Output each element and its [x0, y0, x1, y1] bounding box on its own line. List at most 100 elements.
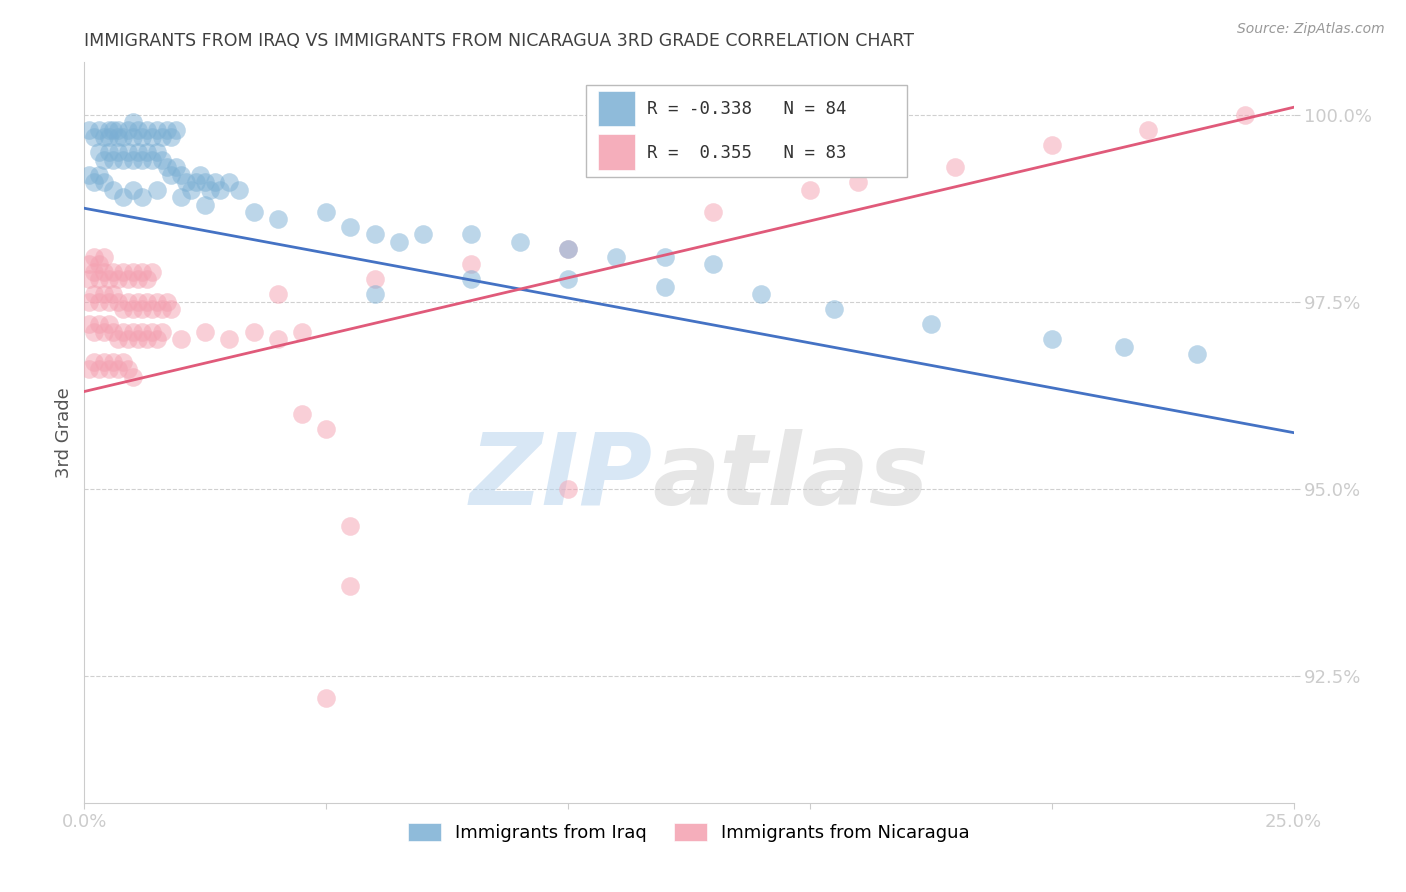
Point	[509, 235, 531, 249]
Point	[93, 130, 115, 145]
Point	[77, 317, 100, 331]
Point	[141, 302, 163, 317]
Point	[150, 325, 173, 339]
Point	[93, 250, 115, 264]
Point	[412, 227, 434, 242]
Point	[136, 122, 159, 136]
Point	[127, 294, 149, 309]
Point	[557, 243, 579, 257]
Point	[83, 175, 105, 189]
Point	[228, 183, 250, 197]
Point	[141, 153, 163, 167]
Point	[117, 272, 139, 286]
Point	[117, 122, 139, 136]
Point	[77, 122, 100, 136]
Point	[127, 272, 149, 286]
Point	[83, 250, 105, 264]
Point	[146, 332, 169, 346]
Point	[117, 145, 139, 160]
Point	[1137, 122, 1160, 136]
Point	[141, 130, 163, 145]
Point	[799, 183, 821, 197]
Point	[155, 294, 177, 309]
Point	[97, 145, 120, 160]
Point	[121, 130, 143, 145]
Text: Source: ZipAtlas.com: Source: ZipAtlas.com	[1237, 22, 1385, 37]
Point	[97, 362, 120, 376]
Point	[141, 265, 163, 279]
Point	[291, 407, 314, 421]
Point	[121, 369, 143, 384]
Point	[654, 250, 676, 264]
Point	[605, 250, 627, 264]
Point	[339, 579, 361, 593]
Point	[165, 122, 187, 136]
Point	[87, 122, 110, 136]
Point	[920, 317, 942, 331]
Point	[267, 287, 290, 301]
Point	[204, 175, 226, 189]
Point	[388, 235, 411, 249]
Point	[87, 168, 110, 182]
Point	[315, 205, 337, 219]
Point	[194, 197, 217, 211]
Bar	[599, 135, 634, 169]
Point	[77, 257, 100, 271]
Point	[267, 212, 290, 227]
Point	[97, 272, 120, 286]
Point	[107, 122, 129, 136]
Point	[190, 168, 212, 182]
Point	[184, 175, 207, 189]
Point	[702, 257, 724, 271]
Point	[131, 153, 153, 167]
Point	[557, 272, 579, 286]
Point	[83, 354, 105, 368]
Point	[77, 272, 100, 286]
Point	[1234, 108, 1257, 122]
Point	[267, 332, 290, 346]
Point	[103, 122, 125, 136]
Point	[363, 287, 385, 301]
Text: ZIP: ZIP	[470, 428, 652, 525]
Point	[121, 302, 143, 317]
Point	[363, 227, 385, 242]
Point	[180, 183, 202, 197]
Point	[557, 243, 579, 257]
Point	[315, 691, 337, 706]
Point	[1114, 340, 1136, 354]
Point	[112, 354, 135, 368]
Point	[170, 190, 193, 204]
Point	[127, 122, 149, 136]
Point	[146, 183, 169, 197]
Point	[131, 265, 153, 279]
Point	[103, 153, 125, 167]
Point	[146, 122, 169, 136]
Point	[127, 145, 149, 160]
Point	[131, 130, 153, 145]
Point	[107, 145, 129, 160]
Point	[315, 422, 337, 436]
Point	[160, 302, 183, 317]
Point	[943, 160, 966, 174]
Point	[363, 272, 385, 286]
Point	[460, 272, 482, 286]
Point	[77, 362, 100, 376]
Point	[112, 153, 135, 167]
Point	[136, 145, 159, 160]
Point	[121, 183, 143, 197]
Point	[460, 227, 482, 242]
Point	[242, 325, 264, 339]
Point	[136, 294, 159, 309]
Point	[121, 115, 143, 129]
Point	[150, 302, 173, 317]
Point	[198, 183, 221, 197]
Point	[93, 153, 115, 167]
Point	[155, 122, 177, 136]
Point	[107, 294, 129, 309]
Text: R =  0.355   N = 83: R = 0.355 N = 83	[647, 145, 846, 162]
Point	[339, 519, 361, 533]
Point	[823, 302, 845, 317]
Point	[194, 325, 217, 339]
Y-axis label: 3rd Grade: 3rd Grade	[55, 387, 73, 478]
Text: IMMIGRANTS FROM IRAQ VS IMMIGRANTS FROM NICARAGUA 3RD GRADE CORRELATION CHART: IMMIGRANTS FROM IRAQ VS IMMIGRANTS FROM …	[84, 32, 914, 50]
